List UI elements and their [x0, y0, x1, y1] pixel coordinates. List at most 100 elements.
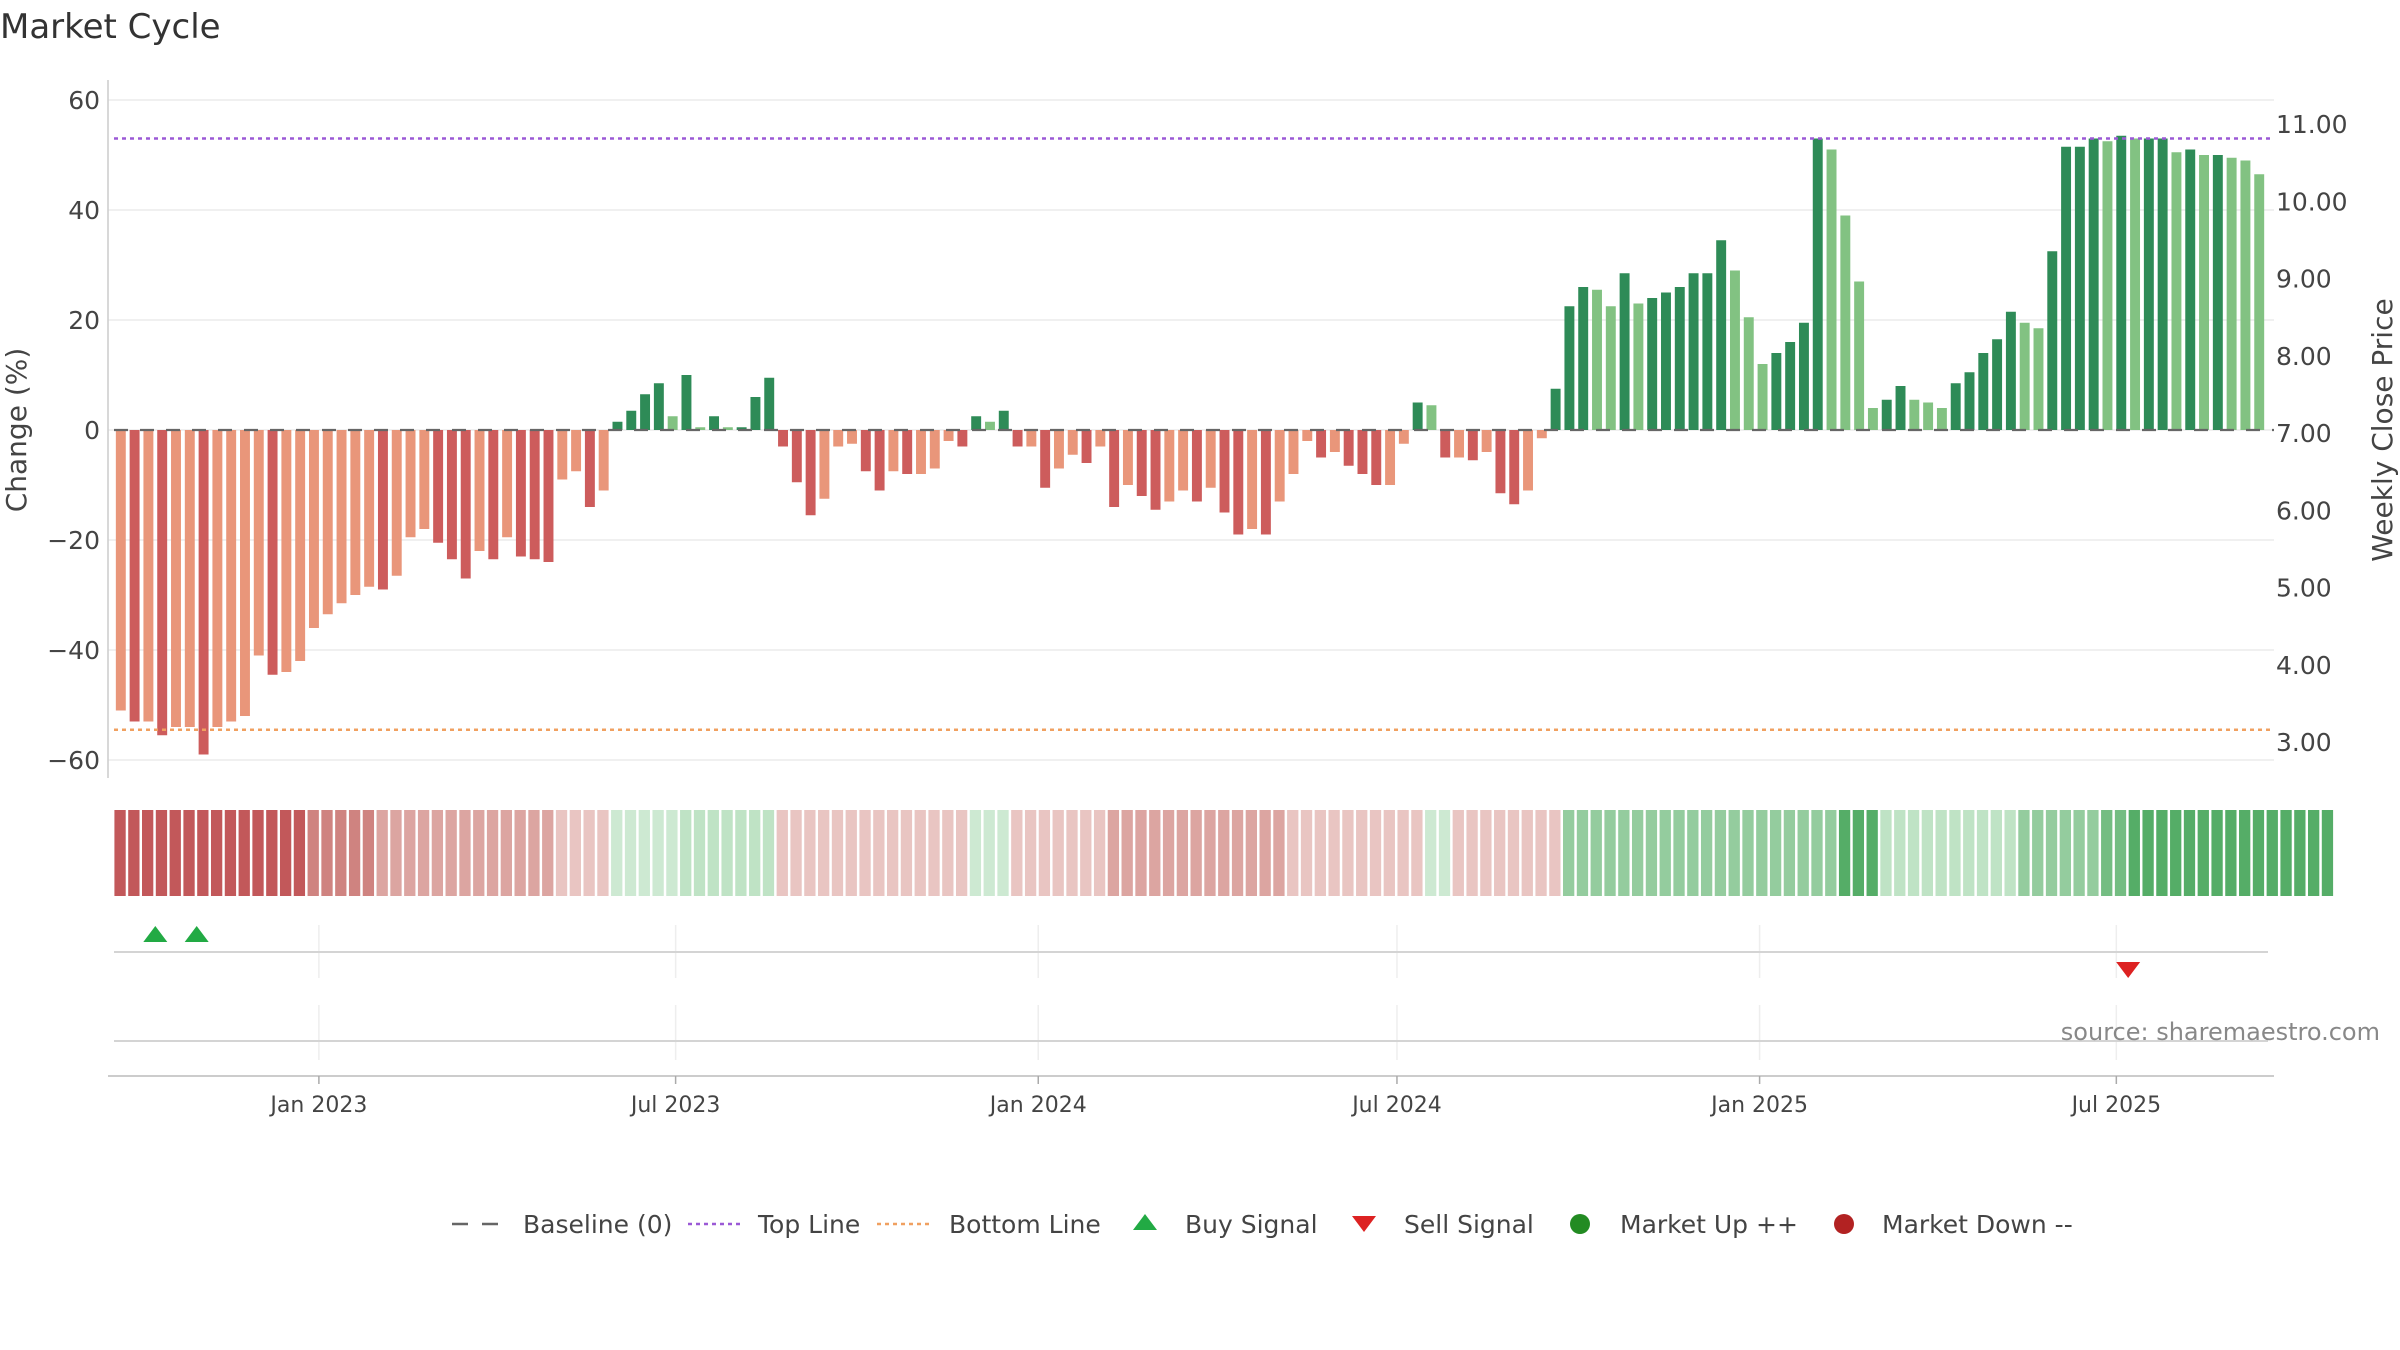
state-cell: [707, 810, 719, 896]
change-bar: [1371, 430, 1382, 485]
state-cell: [1494, 810, 1506, 896]
change-bar: [1426, 405, 1437, 430]
state-cell: [266, 810, 278, 896]
state-cell: [2073, 810, 2085, 896]
state-cell: [404, 810, 416, 896]
state-cell: [680, 810, 692, 896]
change-bar: [2116, 135, 2127, 430]
state-cell: [473, 810, 485, 896]
state-cell: [1011, 810, 1023, 896]
state-cell: [1218, 810, 1230, 896]
state-cell: [528, 810, 540, 896]
state-cell: [1369, 810, 1382, 896]
state-cell: [1231, 810, 1244, 896]
change-bar: [1550, 388, 1561, 430]
x-tick-label: Jan 2023: [268, 1093, 367, 1118]
y-left-tick-label: −40: [47, 636, 100, 665]
change-bar: [929, 430, 940, 469]
change-bar: [985, 421, 995, 430]
legend-label: Market Up ++: [1620, 1210, 1798, 1239]
change-bar: [1992, 339, 2003, 430]
change-bar: [598, 430, 609, 491]
state-cell: [2197, 810, 2209, 896]
state-cell: [1535, 810, 1547, 896]
state-cell: [459, 810, 471, 896]
state-cell: [348, 810, 361, 896]
change-bar: [543, 430, 554, 562]
state-cell: [969, 810, 982, 896]
change-bar: [1978, 353, 1989, 430]
state-cell: [1480, 810, 1492, 896]
legend-triangle-up-icon: [1133, 1214, 1157, 1230]
legend-item: Baseline (0): [452, 1210, 672, 1239]
change-bar: [1826, 149, 1837, 430]
change-bar: [1095, 430, 1106, 447]
state-cell: [362, 810, 375, 896]
state-cell: [486, 810, 499, 896]
change-bar: [1178, 430, 1189, 491]
state-cell: [942, 810, 954, 896]
state-cell: [845, 810, 857, 896]
state-cell: [1811, 810, 1823, 896]
change-bar: [1743, 317, 1754, 430]
y-right-tick-label: 11.00: [2276, 110, 2348, 139]
state-cell: [1728, 810, 1740, 896]
state-cell: [597, 810, 609, 896]
state-cell: [886, 810, 899, 896]
change-bar: [1881, 399, 1892, 430]
change-bar: [2199, 155, 2210, 430]
change-bar: [902, 430, 913, 474]
change-bar: [2185, 149, 2196, 430]
change-bar: [1702, 273, 1713, 430]
change-bar: [1440, 430, 1451, 458]
change-bar: [2102, 141, 2113, 430]
change-bar: [805, 430, 816, 516]
change-bar: [667, 416, 678, 430]
change-bar: [1053, 430, 1064, 469]
change-bar: [1357, 430, 1368, 474]
change-bar: [1812, 138, 1823, 430]
state-cell: [1894, 810, 1906, 896]
state-cell: [790, 810, 802, 896]
state-cell: [2128, 810, 2140, 896]
state-cell: [1659, 810, 1671, 896]
change-bar: [681, 375, 692, 430]
state-cell: [514, 810, 526, 896]
change-bar: [1854, 281, 1865, 430]
state-cell: [2239, 810, 2251, 896]
change-bar: [2061, 146, 2072, 430]
state-cell: [2252, 810, 2265, 896]
change-bar: [1716, 240, 1727, 430]
x-axis-ticks: Jan 2023 Jul 2023 Jan 2024 Jul 2024 Jan 2025…: [268, 1076, 2161, 1118]
change-bar: [722, 427, 733, 430]
state-cell: [1093, 810, 1106, 896]
state-cell: [1066, 810, 1078, 896]
state-cell: [1797, 810, 1809, 896]
state-cell: [2018, 810, 2030, 896]
change-bar: [1661, 292, 1671, 430]
state-cell: [1135, 810, 1147, 896]
change-bar: [2226, 157, 2237, 430]
change-bar: [1895, 386, 1906, 430]
change-bar: [1523, 430, 1533, 491]
state-cell: [1590, 810, 1602, 896]
change-bar: [433, 430, 444, 543]
change-bar: [488, 430, 499, 560]
legend-item: Market Down --: [1834, 1210, 2073, 1239]
change-bar: [1592, 289, 1602, 430]
change-bar: [419, 430, 430, 529]
change-bar: [1729, 270, 1740, 430]
y-right-tick-label: 7.00: [2276, 419, 2332, 448]
state-cell: [238, 810, 250, 896]
change-bar: [640, 394, 651, 430]
change-bar: [115, 430, 126, 711]
state-cell: [1411, 810, 1423, 896]
state-cell: [183, 810, 195, 896]
change-bar: [971, 416, 982, 430]
change-bar: [1274, 430, 1285, 502]
change-bar: [1536, 430, 1547, 439]
state-cell: [2183, 810, 2196, 896]
change-bar: [1923, 402, 1934, 430]
change-bar: [157, 430, 168, 736]
change-bar: [2019, 322, 2030, 430]
